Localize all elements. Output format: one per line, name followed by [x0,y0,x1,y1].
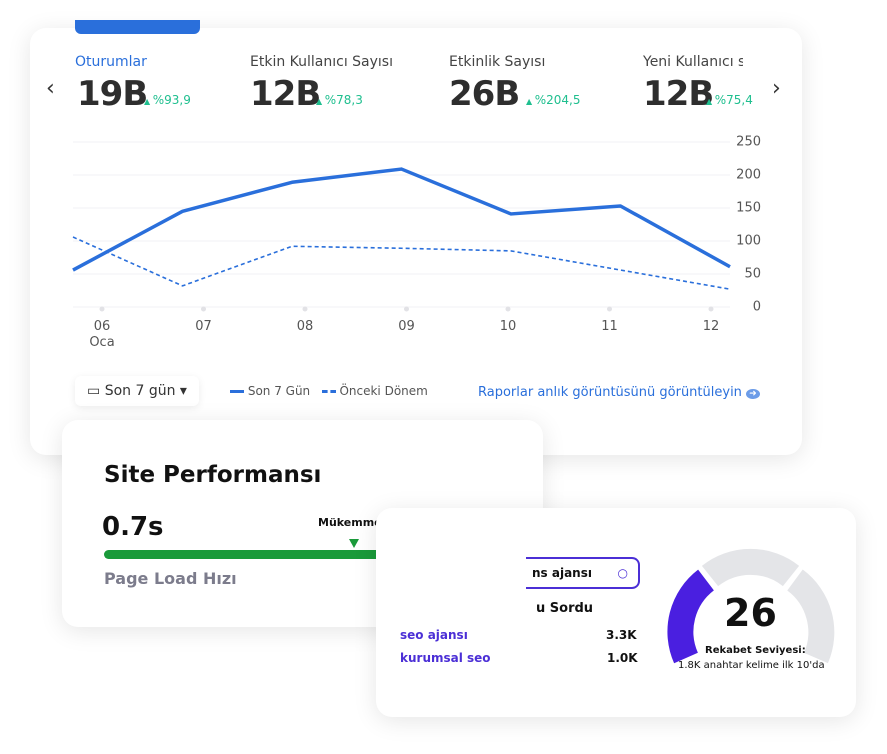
gauge-fill [667,569,715,664]
metric-change: %204,5 [526,93,581,107]
y-tick-label: 250 [736,135,761,150]
gauge-segment [701,548,800,587]
metric-value: 12B [643,74,714,114]
volume: 1.0K [607,651,638,665]
metric-value: 12B [250,74,321,114]
next-arrow[interactable]: › [772,76,781,101]
column-header: u Sordu [536,601,594,616]
metric-label[interactable]: Yeni Kullanıcı s [643,54,743,70]
performance-value: 0.7s [102,512,164,542]
search-box[interactable]: ns ajansı ○ [526,557,640,589]
metric-value: 26B [449,74,520,114]
line-chart: 0 50 100 150 200 250 [72,135,761,315]
x-tick-dot [99,306,105,312]
metric-label[interactable]: Etkin Kullanıcı Sayısı [250,54,393,70]
search-text: ns ajansı [532,566,592,580]
x-tick-dot [201,306,206,312]
performance-title: Site Performansı [104,462,322,488]
x-tick-label: 09 [398,319,415,334]
y-tick-label: 0 [753,300,761,315]
gauge-label: Rekabet Seviyesi: [705,645,806,656]
date-range: Son 7 gün [104,383,176,399]
x-tick-dot [505,306,511,312]
keyword[interactable]: seo ajansı [400,628,468,642]
x-tick-dot [708,306,714,312]
metric-change: %75,4 [706,93,753,107]
metric-value: 19B [77,74,148,114]
x-tick-dot [404,306,409,312]
metric-label[interactable]: Oturumlar [75,54,147,70]
date-selector[interactable]: ▭ Son 7 gün ▾ [75,376,199,406]
legend-entry: Son 7 Gün [247,384,311,398]
legend: Son 7 Gün Önceki Dönem [230,384,428,398]
series-line [72,236,731,290]
metric-change: %93,9 [144,93,191,107]
gauge-value: 26 [724,591,777,635]
metric-change: %78,3 [316,93,363,107]
prev-arrow[interactable]: ‹ [46,76,55,101]
active-tab-indicator [75,20,200,34]
x-tick-label: 06 Oca [89,319,115,350]
volume: 3.3K [606,628,637,642]
report-link[interactable]: Raporlar anlık görüntüsünü görüntüleyin … [478,385,760,400]
performance-bar [104,550,504,559]
gauge-note: 1.8K anahtar kelime ilk 10'da [678,660,825,671]
x-tick-dot [607,306,612,312]
keyword-card: ns ajansı ○ u Sordu seo ajansı 3.3K kurum… [376,508,856,717]
y-tick-label: 200 [736,168,761,183]
x-tick-label: 07 [195,319,212,334]
legend-entry: Önceki Dönem [339,384,428,398]
keyword[interactable]: kurumsal seo [400,651,491,665]
y-tick-label: 150 [736,201,761,216]
report-link-text: Raporlar anlık görüntüsünü görüntüleyin [478,385,742,400]
x-tick-label: 11 [601,319,618,334]
x-tick-label: 08 [296,319,314,334]
series-line [72,167,731,272]
gauge-segment [786,569,835,664]
performance-label: Page Load Hızı [104,569,237,588]
gauge [667,548,835,664]
y-tick-label: 100 [736,234,761,249]
x-tick-dot [302,306,308,312]
marker [349,539,359,548]
x-tick-label: 12 [702,319,720,334]
y-tick-label: 50 [744,267,761,282]
performance-status: Mükemmel! [318,516,391,529]
metric-label[interactable]: Etkinlik Sayısı [449,54,546,70]
x-tick-label: 10 [499,319,517,334]
